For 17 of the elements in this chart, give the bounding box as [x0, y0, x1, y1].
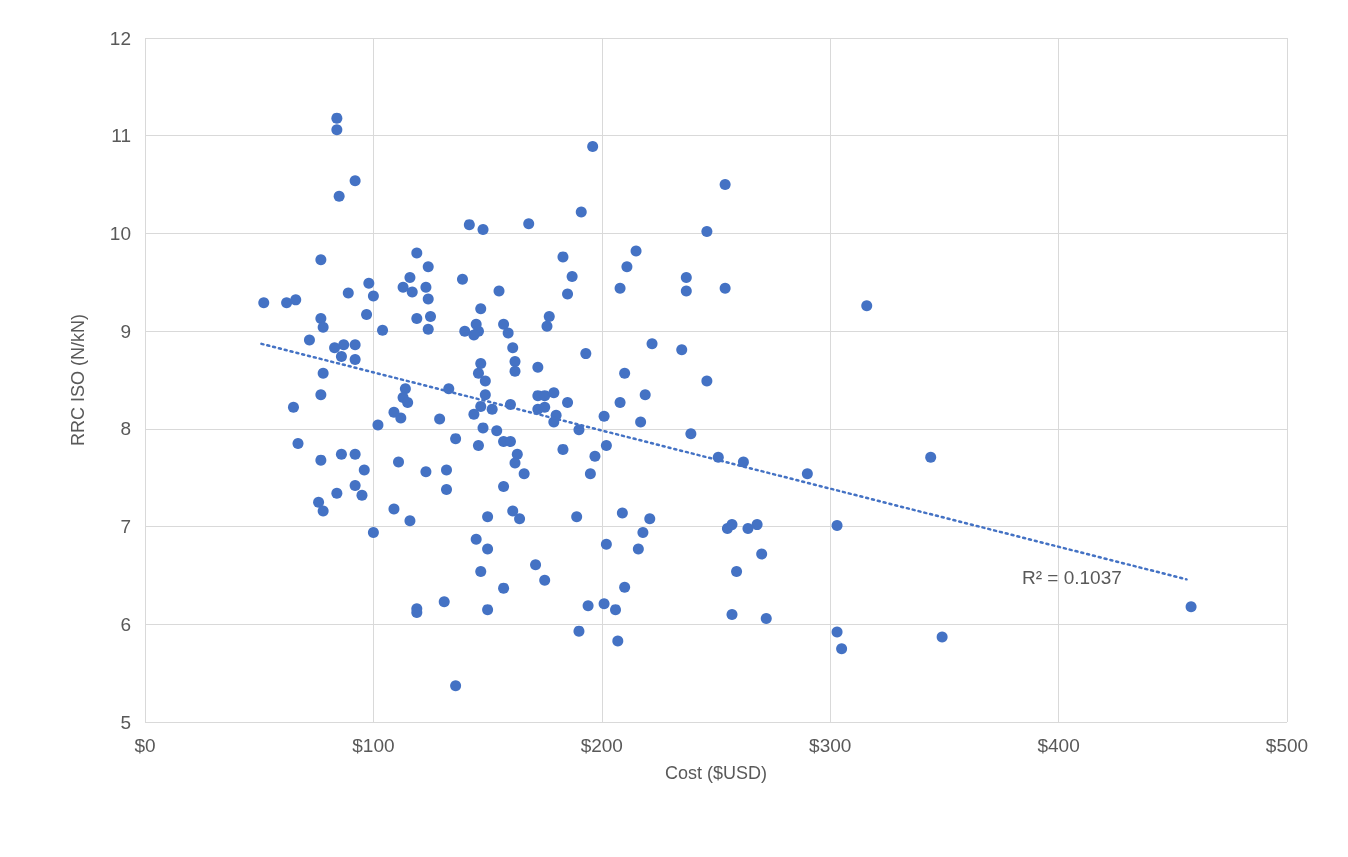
- x-axis-title: Cost ($USD): [664, 763, 768, 783]
- y-axis-title: RRC ISO (N/kN): [68, 314, 88, 446]
- x-tick-label: $300: [809, 735, 852, 756]
- y-tick-label: 5: [120, 711, 131, 733]
- y-tick-label: 12: [109, 27, 131, 49]
- x-tick-label: $100: [352, 735, 395, 756]
- y-tick-label: 7: [120, 516, 131, 538]
- x-tick-label: $0: [134, 735, 156, 756]
- y-tick-label: 8: [120, 418, 131, 440]
- x-tick-label: $500: [1265, 735, 1309, 756]
- y-tick-label: 10: [109, 222, 131, 244]
- annotation: R² = 0.1037: [1022, 567, 1122, 588]
- x-tick-label: $200: [580, 735, 623, 756]
- y-tick-label: 11: [111, 125, 131, 147]
- x-tick-label: $400: [1037, 735, 1080, 756]
- y-tick-label: 9: [120, 320, 131, 342]
- y-tick-label: 6: [120, 613, 131, 635]
